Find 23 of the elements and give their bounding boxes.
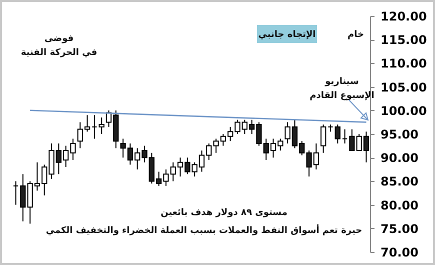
y-tick-label: 115.00 [380, 33, 427, 48]
annotation: مستوى ٨٩ دولار هدف بائعين [160, 208, 288, 218]
annotation: حيرة تعم أسواق النفط والعملات بسبب العملة الخضراء والتخفيف الكمي [46, 224, 362, 236]
y-tick-label: 70.00 [380, 246, 418, 260]
y-tick-label: 105.00 [380, 80, 427, 94]
annotation: الإتجاه جانبي [258, 30, 316, 40]
annotation: سيناريو الإسبوع القادم [310, 77, 374, 101]
candlestick [320, 124, 326, 154]
y-tick-label: 80.00 [380, 198, 418, 212]
annotation: فوضى في الحركة الفنية [20, 34, 98, 58]
candlestick [92, 114, 98, 140]
y-tick-label: 110.00 [380, 56, 427, 71]
candlestick [342, 128, 348, 144]
y-tick-label: 75.00 [380, 222, 418, 236]
y-tick-label: 120.00 [380, 10, 427, 24]
candlestick [12, 180, 19, 206]
y-tick-label: 85.00 [380, 174, 418, 189]
candlestick [98, 116, 104, 134]
y-tick-label: 95.00 [380, 128, 418, 142]
text: خام [348, 30, 364, 40]
candlestick [334, 124, 340, 144]
y-tick-label: 90.00 [380, 151, 418, 166]
y-tick-label: 100.00 [380, 104, 427, 118]
